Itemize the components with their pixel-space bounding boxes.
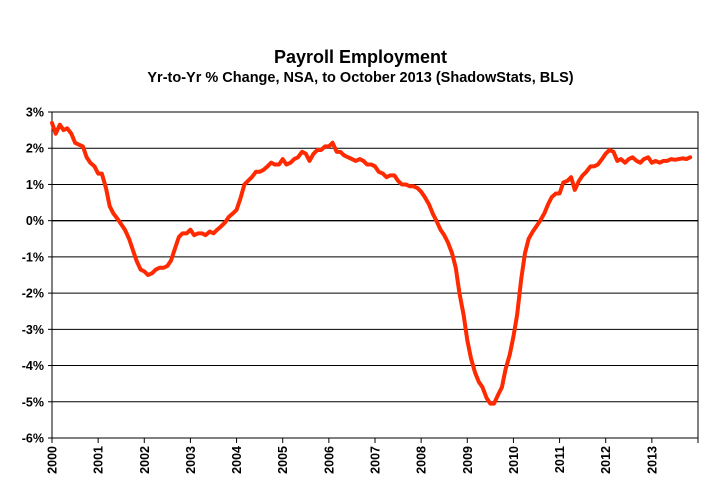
chart-subtitle: Yr-to-Yr % Change, NSA, to October 2013 … bbox=[147, 70, 574, 86]
x-tick-label: 2004 bbox=[230, 446, 244, 474]
x-tick-label: 2002 bbox=[138, 446, 152, 474]
x-tick-label: 2005 bbox=[276, 446, 290, 474]
x-axis-ticks bbox=[51, 438, 699, 443]
x-tick-label: 2003 bbox=[184, 446, 198, 474]
x-tick-label: 2000 bbox=[46, 446, 60, 474]
y-tick-label: 0% bbox=[26, 214, 44, 228]
y-tick-label: -4% bbox=[22, 359, 44, 373]
chart-title: Payroll Employment bbox=[273, 47, 448, 67]
y-tick-label: 2% bbox=[26, 142, 44, 156]
y-tick-label: -3% bbox=[22, 323, 44, 337]
x-tick-label: 2008 bbox=[415, 446, 429, 474]
x-tick-label: 2007 bbox=[369, 446, 383, 474]
series-layer bbox=[50, 120, 693, 406]
y-tick-label: -5% bbox=[22, 395, 44, 409]
series-line bbox=[50, 120, 693, 406]
y-tick-label: -6% bbox=[22, 432, 44, 446]
x-axis-labels: 2000 2001 2002 2003 2004 2005 2006 2007 2008 2009… bbox=[46, 446, 660, 474]
x-tick-label: 2009 bbox=[461, 446, 475, 474]
y-axis-labels: 3% 2% 1% 0% -1% -2% -3% -4% -5% -6% bbox=[22, 106, 44, 446]
x-tick-label: 2013 bbox=[645, 446, 659, 474]
y-tick-label: 1% bbox=[26, 178, 44, 192]
x-tick-label: 2012 bbox=[599, 446, 613, 474]
y-tick-label: -1% bbox=[22, 250, 44, 264]
x-tick-label: 2006 bbox=[322, 446, 336, 474]
y-tick-label: -2% bbox=[22, 287, 44, 301]
x-tick-label: 2011 bbox=[553, 446, 567, 473]
y-tick-label: 3% bbox=[26, 106, 44, 120]
x-tick-label: 2001 bbox=[92, 446, 106, 474]
x-tick-label: 2010 bbox=[507, 446, 521, 474]
